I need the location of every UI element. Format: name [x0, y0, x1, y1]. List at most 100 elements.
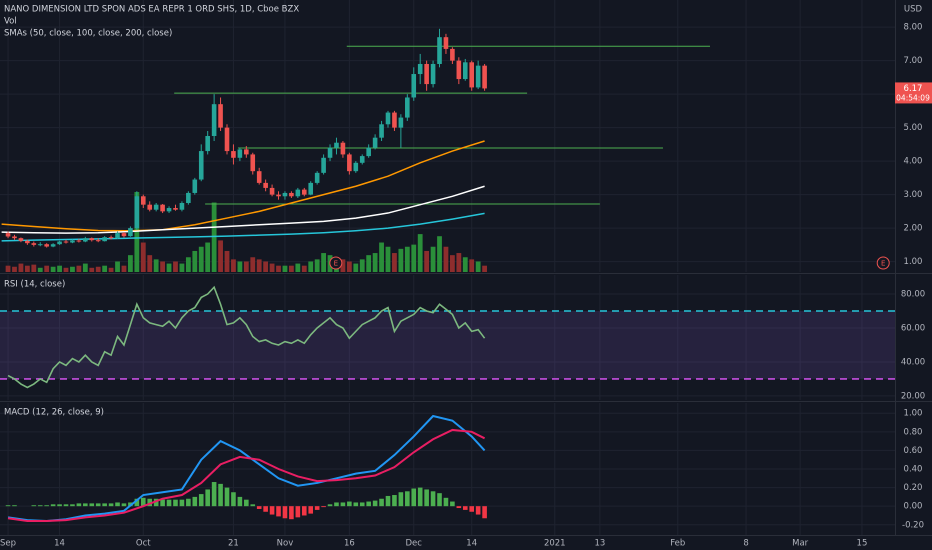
candle-body [482, 65, 487, 89]
histogram-bar [95, 503, 101, 507]
event-marker [876, 256, 890, 270]
volume-bar [237, 261, 243, 272]
volume-bar [430, 246, 436, 272]
histogram-bar [334, 502, 339, 507]
histogram-bar [198, 494, 204, 507]
histogram-bar [250, 504, 256, 507]
volume-bar [147, 255, 153, 272]
volume-bar [70, 266, 75, 272]
histogram-bar [134, 498, 140, 507]
candle-body [443, 37, 449, 49]
histogram-bar [443, 497, 449, 507]
volume-bar [411, 244, 417, 272]
candle-body [192, 179, 198, 193]
volume-bar [282, 265, 288, 272]
candle-body [63, 241, 69, 243]
volume-bar [153, 259, 159, 272]
volume-bar [50, 266, 56, 272]
histogram-bar [44, 505, 49, 507]
volume-bar [321, 253, 326, 272]
candle-body [128, 228, 133, 237]
candle-body [166, 208, 172, 212]
histogram-bar [256, 506, 262, 509]
y-tick-label: 20.00 [901, 391, 925, 401]
y-tick-label: 8.00 [904, 23, 923, 33]
histogram-bar [218, 483, 223, 507]
candle-body [173, 208, 178, 210]
histogram-bar [417, 487, 423, 507]
candle-body [347, 154, 352, 172]
rsi-line [7, 285, 486, 389]
volume-bar [417, 234, 423, 272]
histogram-bar [173, 499, 178, 507]
histogram-bar [12, 505, 17, 507]
y-tick-label: 3.00 [904, 190, 923, 200]
candle-body [160, 204, 165, 212]
volume-bar [31, 264, 37, 272]
histogram-bar [160, 499, 165, 507]
candle-body [340, 142, 346, 155]
volume-bar [160, 261, 166, 272]
candle-body [224, 127, 230, 152]
sma-line [1, 140, 485, 232]
y-tick-label: 0.40 [904, 465, 923, 475]
volume-bar [211, 202, 217, 272]
histogram-bar [121, 503, 127, 507]
volume-bar [398, 248, 404, 272]
histogram-bar [37, 505, 43, 507]
x-tick-label: 15 [857, 539, 868, 549]
candle-body [231, 151, 236, 158]
candle-body [18, 238, 24, 241]
candle-body [115, 233, 120, 239]
histogram-bar [224, 487, 230, 507]
volume-bar [224, 250, 230, 272]
volume-bar [76, 265, 82, 272]
x-tick-label: 8 [743, 539, 748, 549]
candle-body [134, 196, 140, 229]
event-label: E [334, 260, 338, 268]
histogram-bar [385, 495, 391, 507]
histogram-bar [321, 506, 326, 508]
histogram-bar [31, 505, 37, 507]
candle-body [76, 240, 82, 242]
volume-bar [82, 263, 88, 272]
candle-body [269, 187, 275, 195]
volume-bar [443, 246, 449, 272]
candle-body [25, 240, 30, 244]
histogram-bar [366, 501, 371, 507]
histogram-bar [379, 498, 384, 507]
histogram-bar [269, 506, 275, 515]
volume-bar [173, 261, 178, 272]
histogram-bar [102, 503, 107, 507]
countdown: 04:54:09 [896, 93, 930, 102]
histogram-bar [456, 506, 462, 509]
histogram-bar [462, 506, 468, 510]
volume-bar [295, 263, 301, 272]
histogram-bar [89, 503, 95, 507]
histogram-bar [301, 506, 307, 516]
volume-bar [404, 246, 410, 272]
candle-body [411, 74, 417, 98]
candle-body [244, 149, 249, 155]
candle-body [186, 192, 191, 203]
candle-body [327, 147, 333, 158]
volume-bar [12, 266, 17, 272]
candle-body [57, 241, 62, 245]
volume-bar [449, 255, 455, 272]
histogram-bar [308, 506, 314, 514]
candle-body [372, 137, 378, 148]
volume-bar [192, 250, 198, 272]
candle-body [205, 136, 210, 152]
histogram-bar [186, 498, 191, 507]
x-tick-label: 14 [54, 539, 65, 549]
volume-bar [379, 242, 384, 272]
volume-bar [231, 259, 236, 272]
candle-body [37, 244, 43, 246]
volume-bar [346, 261, 352, 272]
volume-bar [205, 242, 211, 272]
candle-body [456, 60, 462, 80]
candle-body [295, 189, 301, 197]
histogram-bar [372, 500, 378, 507]
volume-bar [340, 259, 346, 272]
